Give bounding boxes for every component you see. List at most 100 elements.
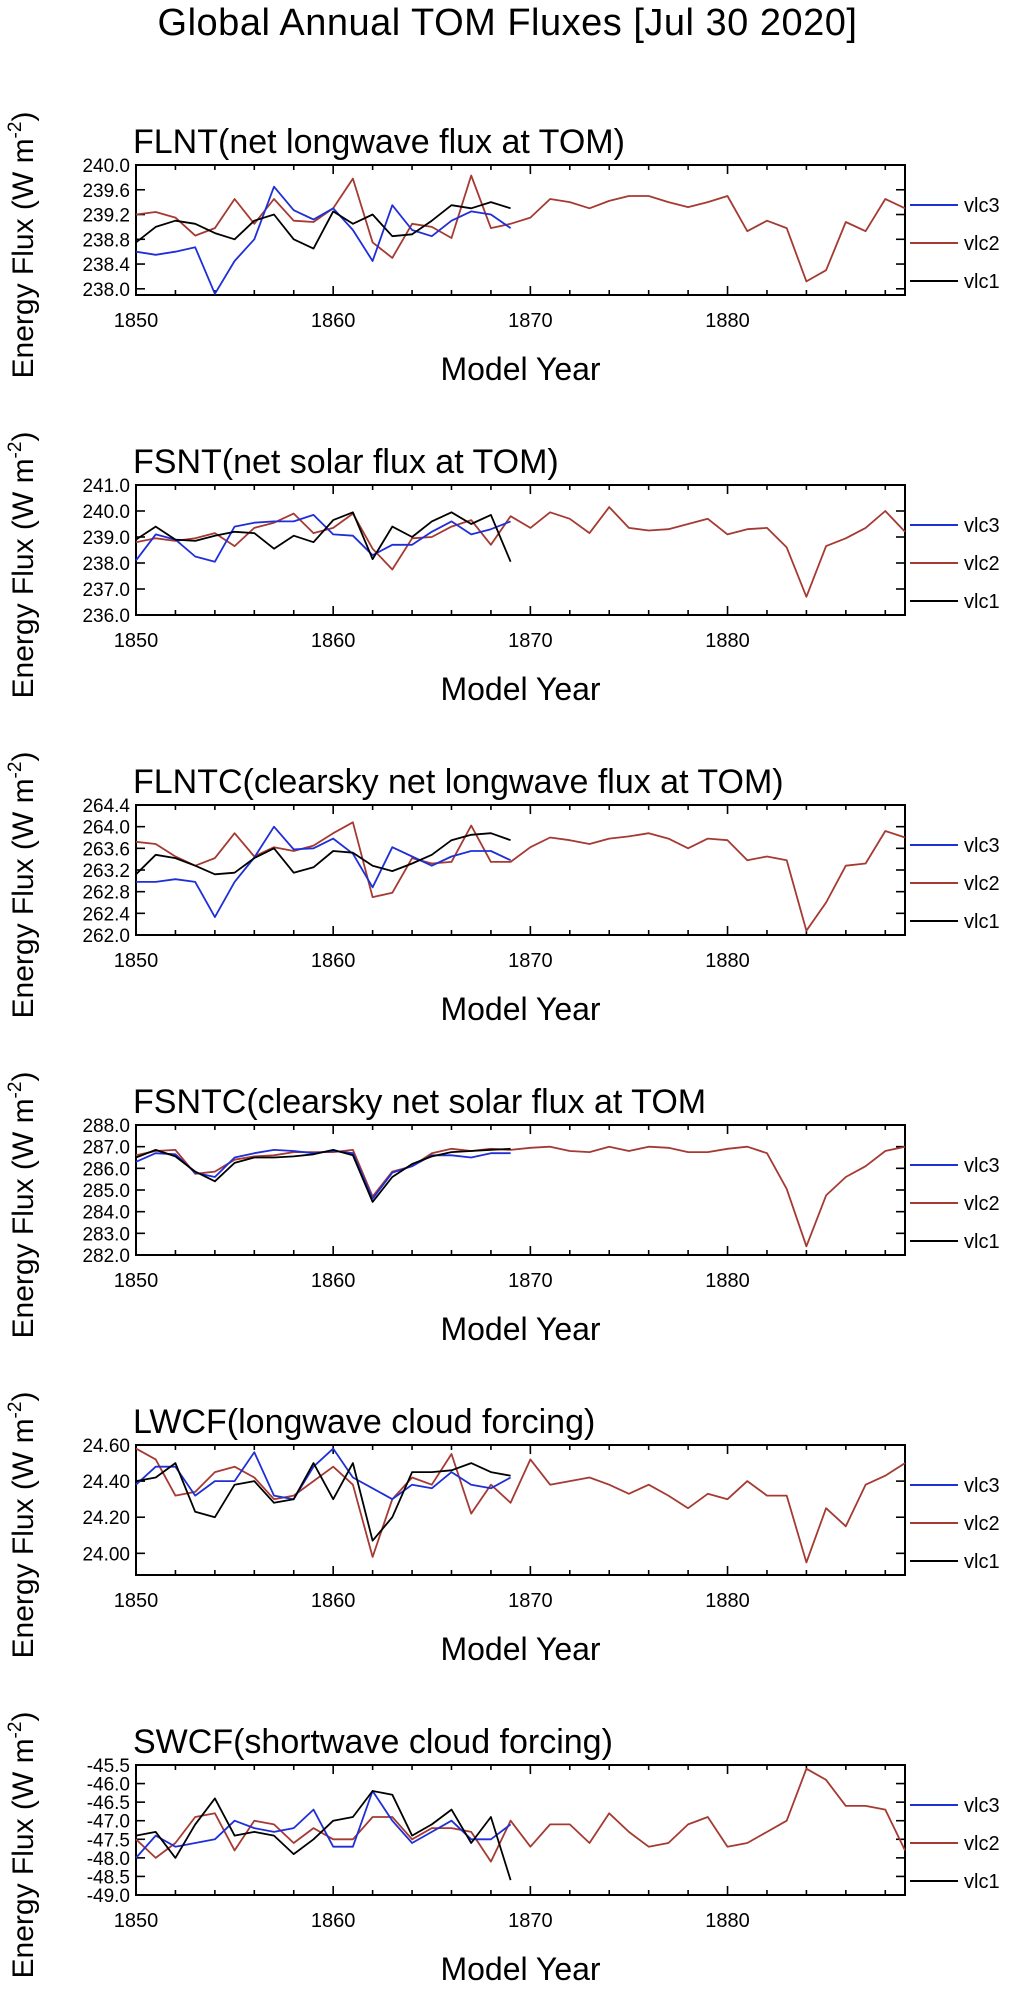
y-axis-label-sup: -2 (5, 122, 26, 139)
y-tick-label: 264.0 (82, 818, 130, 839)
y-tick-label: 24.40 (82, 1472, 130, 1493)
y-axis-label: Energy Flux (W m-2) (5, 112, 40, 379)
y-tick-label: 239.6 (82, 181, 130, 202)
x-axis-label: Model Year (440, 1311, 600, 1347)
y-tick-label: 282.0 (82, 1246, 130, 1267)
y-axis-label-sup: -2 (5, 1722, 26, 1739)
y-tick-label: 239.0 (82, 528, 130, 549)
legend-label-vlc1: vlc1 (964, 271, 1000, 293)
y-tick-label: 24.60 (82, 1436, 130, 1457)
series-line-vlc3 (135, 1447, 512, 1501)
x-tick-label: 1860 (311, 630, 356, 652)
y-axis-label-end: ) (7, 1392, 40, 1402)
y-axis-label-end: ) (7, 1712, 40, 1722)
y-tick-label: 240.0 (82, 156, 130, 177)
x-axis-label: Model Year (440, 351, 600, 387)
series-line-vlc2 (135, 1767, 906, 1863)
y-axis-label-sup: -2 (5, 442, 26, 459)
legend-label-vlc2: vlc2 (964, 1513, 1000, 1535)
y-axis-label-main: Energy Flux (W m (7, 778, 40, 1018)
legend-label-vlc3: vlc3 (964, 515, 1000, 537)
y-tick-label: -49.0 (87, 1886, 130, 1907)
y-tick-label: 284.0 (82, 1203, 130, 1224)
y-tick-label: 240.0 (82, 502, 130, 523)
x-tick-label: 1880 (705, 310, 750, 332)
y-axis-label-main: Energy Flux (W m (7, 458, 40, 698)
y-tick-label: 285.0 (82, 1181, 130, 1202)
y-tick-label: -47.0 (87, 1812, 130, 1833)
panel-4: LWCF(longwave cloud forcing) Energy Flux … (5, 1392, 1000, 1667)
series-line-vlc1 (135, 511, 512, 563)
y-tick-label: -47.5 (87, 1830, 130, 1851)
y-tick-label: -48.5 (87, 1867, 130, 1888)
series-line-vlc3 (135, 185, 512, 295)
plot-frame (135, 484, 906, 616)
series-line-vlc2 (135, 1447, 906, 1564)
x-tick-label: 1870 (508, 1590, 553, 1612)
x-tick-label: 1860 (311, 1270, 356, 1292)
y-tick-label: 262.8 (82, 883, 130, 904)
y-axis-label: Energy Flux (W m-2) (5, 1392, 40, 1659)
legend-label-vlc1: vlc1 (964, 911, 1000, 933)
legend-label-vlc2: vlc2 (964, 553, 1000, 575)
panel-title: FSNT(net solar flux at TOM) (133, 443, 559, 481)
y-tick-label: 262.0 (82, 926, 130, 947)
series-line-vlc1 (135, 1462, 511, 1542)
legend-label-vlc3: vlc3 (964, 1155, 1000, 1177)
x-tick-label: 1850 (114, 950, 159, 972)
y-tick-label: 238.0 (82, 554, 130, 575)
legend-label-vlc1: vlc1 (964, 591, 1000, 613)
y-axis-label-main: Energy Flux (W m (7, 1738, 40, 1978)
y-tick-label: 236.0 (82, 606, 130, 627)
series-line-vlc1 (135, 1790, 512, 1881)
y-tick-label: -45.5 (87, 1756, 130, 1777)
y-tick-label: -46.5 (87, 1793, 130, 1814)
x-tick-label: 1860 (311, 1590, 356, 1612)
series-line-vlc2 (135, 1145, 906, 1248)
y-tick-label: 283.0 (82, 1224, 130, 1245)
x-tick-label: 1850 (114, 310, 159, 332)
y-axis-label: Energy Flux (W m-2) (5, 1712, 40, 1979)
plot-frame (135, 1764, 906, 1896)
legend-label-vlc1: vlc1 (964, 1551, 1000, 1573)
x-tick-label: 1880 (705, 1270, 750, 1292)
panel-5: SWCF(shortwave cloud forcing) Energy Flux… (5, 1712, 1000, 1987)
panel-2: FLNTC(clearsky net longwave flux at TOM)… (5, 752, 1000, 1027)
panel-0: FLNT(net longwave flux at TOM) Energy Flu… (5, 112, 1000, 387)
legend-label-vlc2: vlc2 (964, 873, 1000, 895)
plot-frame (135, 1124, 906, 1256)
legend-label-vlc3: vlc3 (964, 835, 1000, 857)
y-axis-label-end: ) (7, 1072, 40, 1082)
legend-label-vlc3: vlc3 (964, 1475, 1000, 1497)
x-tick-label: 1870 (508, 1910, 553, 1932)
y-tick-label: 241.0 (82, 476, 130, 497)
panel-title: SWCF(shortwave cloud forcing) (133, 1723, 613, 1761)
y-tick-label: 238.0 (82, 280, 130, 301)
panel-title: FLNTC(clearsky net longwave flux at TOM) (133, 763, 784, 801)
panel-title: FLNT(net longwave flux at TOM) (133, 123, 625, 161)
series-line-vlc1 (135, 201, 511, 250)
y-tick-label: 286.0 (82, 1159, 130, 1180)
y-tick-label: -48.0 (87, 1849, 130, 1870)
legend-label-vlc3: vlc3 (964, 1795, 1000, 1817)
series-line-vlc3 (136, 825, 511, 918)
x-axis-label: Model Year (440, 991, 600, 1027)
series-line-vlc2 (135, 174, 906, 283)
y-tick-label: 238.4 (82, 255, 130, 276)
y-axis-label-sup: -2 (5, 1082, 26, 1099)
panel-title: LWCF(longwave cloud forcing) (133, 1403, 595, 1441)
panel-3: FSNTC(clearsky net solar flux at TOM Ener… (5, 1072, 1000, 1347)
plot-frame (135, 1444, 906, 1576)
x-tick-label: 1870 (508, 950, 553, 972)
x-tick-label: 1850 (114, 1590, 159, 1612)
plot-frame (135, 164, 906, 296)
series-line-vlc1 (135, 1147, 511, 1203)
x-tick-label: 1850 (114, 630, 159, 652)
y-axis-label-end: ) (7, 432, 40, 442)
y-tick-label: 262.4 (82, 904, 130, 925)
y-tick-label: 238.8 (82, 230, 130, 251)
x-tick-label: 1860 (311, 1910, 356, 1932)
series-line-vlc3 (135, 1149, 511, 1200)
y-axis-label-main: Energy Flux (W m (7, 1418, 40, 1658)
x-tick-label: 1870 (508, 1270, 553, 1292)
